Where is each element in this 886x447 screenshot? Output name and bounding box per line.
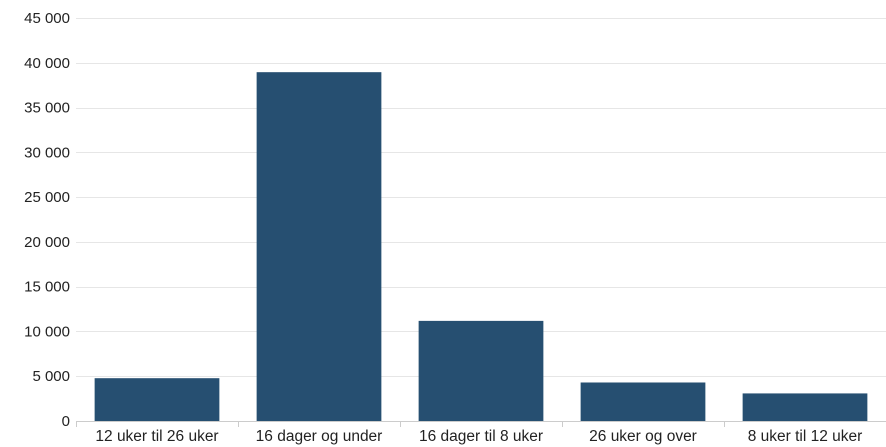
y-tick-label: 10 000: [24, 323, 70, 340]
bar: [742, 393, 868, 421]
y-tick-label: 40 000: [24, 55, 70, 72]
bar: [94, 378, 220, 421]
y-tick-label: 20 000: [24, 234, 70, 251]
x-category-label: 26 uker og over: [589, 428, 697, 445]
x-category-label: 8 uker til 12 uker: [748, 428, 863, 445]
bar: [580, 382, 706, 421]
bars: [94, 72, 868, 421]
x-axis-category-labels: 12 uker til 26 uker 16 dager og under 16 d…: [95, 428, 862, 445]
y-tick-label: 45 000: [24, 10, 70, 27]
y-axis-tick-labels: 0 5 000 10 000 15 000 20 000 25 000 30 000 35 0…: [24, 10, 70, 430]
y-tick-label: 5 000: [32, 368, 70, 385]
y-tick-label: 25 000: [24, 189, 70, 206]
y-tick-label: 30 000: [24, 144, 70, 161]
y-tick-label: 15 000: [24, 279, 70, 296]
x-category-label: 16 dager til 8 uker: [419, 428, 543, 445]
gridlines: [76, 18, 886, 377]
y-tick-label: 0: [62, 413, 70, 430]
x-axis: [76, 421, 886, 427]
x-category-label: 16 dager og under: [256, 428, 383, 445]
bar: [256, 72, 382, 421]
y-tick-label: 35 000: [24, 100, 70, 117]
x-category-label: 12 uker til 26 uker: [95, 428, 218, 445]
bar: [418, 320, 544, 421]
